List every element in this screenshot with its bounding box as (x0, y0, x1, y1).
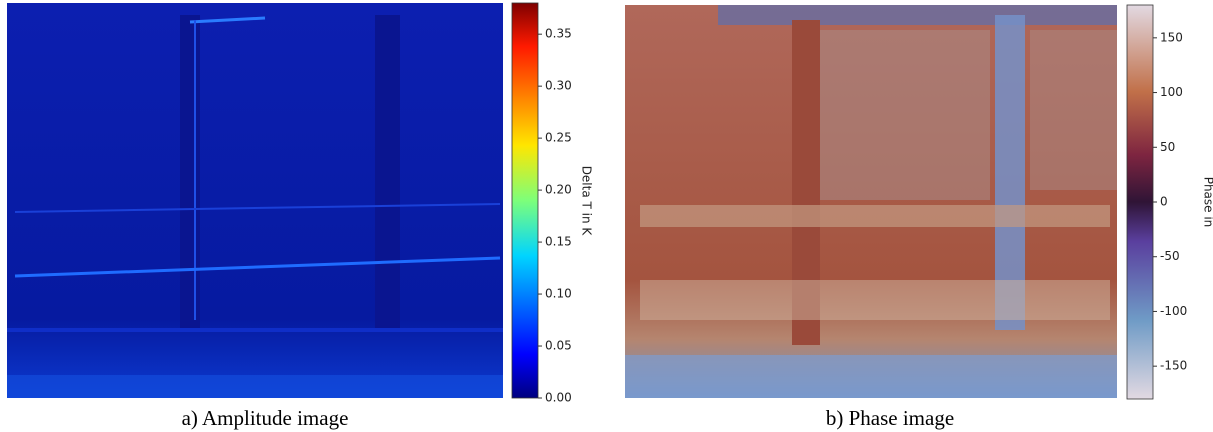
colorbar-tick-label: 0.20 (545, 183, 572, 197)
colorbar-label: Phase in (1202, 177, 1213, 228)
colorbar-tick-label: -150 (1160, 359, 1187, 373)
colorbar-tick-label: 0.30 (545, 79, 572, 93)
colorbar-tick-label: 0.15 (545, 235, 572, 249)
colorbar-tick-label: 100 (1160, 85, 1183, 99)
colorbar-tick-label: 0.25 (545, 131, 572, 145)
amplitude-image (7, 3, 503, 398)
figure: 0.00 0.05 0.10 0.15 0.20 0.25 0.30 0.35 Delta T … (0, 0, 1213, 432)
colorbar (1127, 5, 1153, 399)
colorbar-tick-label: 0.35 (545, 27, 572, 41)
phase-image (625, 5, 1117, 398)
colorbar-tick-label: -100 (1160, 304, 1187, 318)
caption: a) Amplitude image (182, 406, 349, 430)
colorbar-tick-label: 0 (1160, 195, 1168, 209)
colorbar-label: Delta T in K (580, 166, 594, 237)
colorbar-tick-label: 0.05 (545, 339, 572, 353)
colorbar-tick-label: 0.10 (545, 287, 572, 301)
colorbar-tick-label: 50 (1160, 140, 1175, 154)
colorbar-tick-label: -50 (1160, 249, 1180, 263)
colorbar-tick-label: 150 (1160, 30, 1183, 44)
caption: b) Phase image (826, 406, 954, 430)
colorbar-tick-label: 0.00 (545, 391, 572, 405)
colorbar (512, 3, 538, 398)
